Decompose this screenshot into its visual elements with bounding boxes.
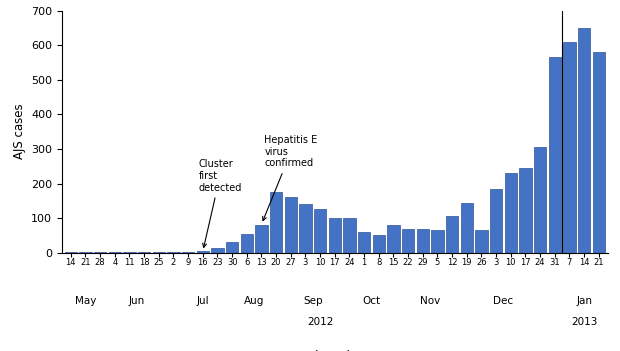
Bar [79, 252, 92, 253]
Text: Dec: Dec [494, 296, 513, 306]
Bar [108, 252, 121, 253]
Bar [138, 252, 151, 253]
Bar [593, 52, 605, 253]
Bar [505, 173, 517, 253]
Text: 2012: 2012 [307, 317, 334, 327]
Bar [226, 242, 238, 253]
Bar [241, 234, 253, 253]
Bar [255, 225, 268, 253]
Bar [270, 192, 282, 253]
Bar [476, 230, 488, 253]
Text: Oct: Oct [363, 296, 381, 306]
Bar [299, 204, 312, 253]
Bar [402, 229, 414, 253]
Bar [549, 57, 561, 253]
Bar [563, 42, 576, 253]
Text: Hepatitis E
virus
confirmed: Hepatitis E virus confirmed [263, 135, 317, 221]
Bar [461, 203, 473, 253]
Bar [417, 229, 429, 253]
Text: Nov: Nov [420, 296, 440, 306]
Text: Jan: Jan [576, 296, 592, 306]
Text: Week and year: Week and year [288, 350, 382, 351]
Bar [388, 225, 400, 253]
Bar [123, 252, 136, 253]
Y-axis label: AJS cases: AJS cases [12, 104, 25, 159]
Bar [373, 236, 385, 253]
Bar [64, 252, 77, 253]
Bar [343, 218, 356, 253]
Bar [432, 230, 444, 253]
Bar [358, 232, 370, 253]
Text: Aug: Aug [244, 296, 264, 306]
Bar [314, 210, 326, 253]
Text: Cluster
first
detected: Cluster first detected [198, 159, 242, 247]
Bar [490, 189, 502, 253]
Bar [182, 252, 194, 253]
Bar [534, 147, 546, 253]
Bar [94, 252, 107, 253]
Text: Sep: Sep [303, 296, 322, 306]
Bar [519, 168, 532, 253]
Bar [578, 28, 590, 253]
Bar [211, 247, 224, 253]
Bar [197, 251, 209, 253]
Bar [285, 197, 297, 253]
Bar [329, 218, 341, 253]
Bar [153, 252, 165, 253]
Text: May: May [75, 296, 96, 306]
Text: Jul: Jul [197, 296, 209, 306]
Text: 2013: 2013 [571, 317, 597, 327]
Bar [167, 252, 180, 253]
Bar [446, 216, 458, 253]
Text: Jun: Jun [129, 296, 145, 306]
